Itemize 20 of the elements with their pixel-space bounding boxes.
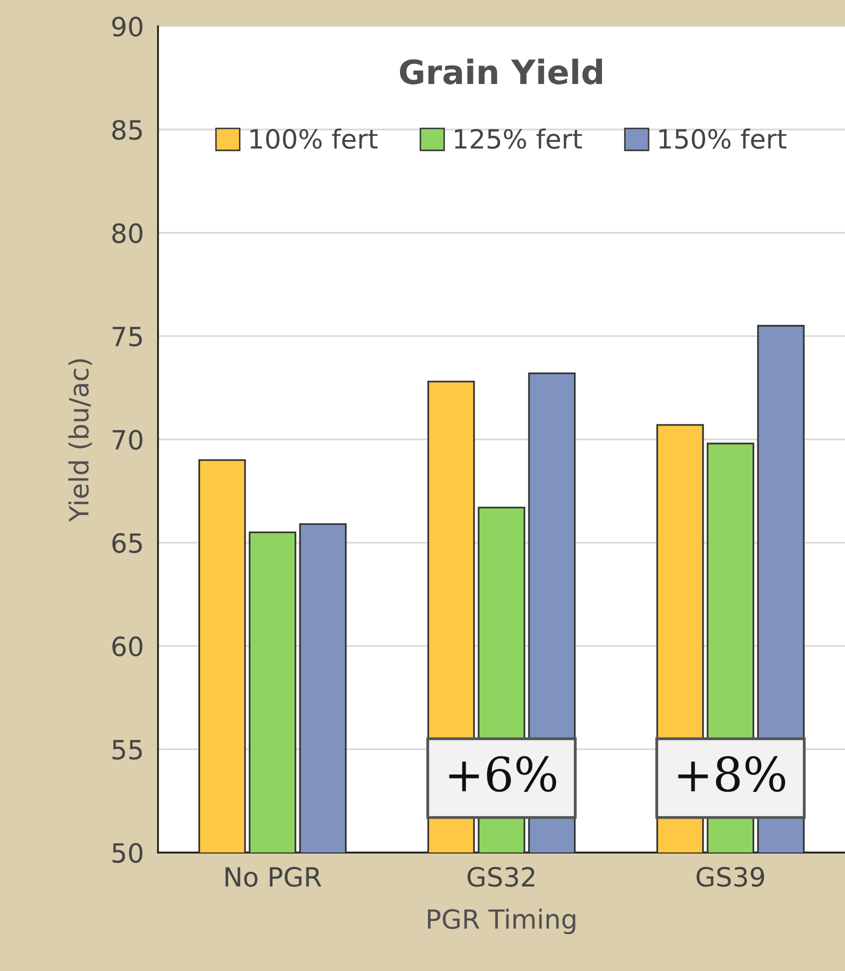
y-tick-label: 55 [112, 740, 142, 760]
legend-label: 150% fert [659, 128, 786, 149]
y-tick-label: 90 [112, 16, 142, 37]
annotation: +6% [449, 756, 556, 792]
x-tick-label: No PGR [226, 866, 322, 887]
y-tick-label: 85 [112, 120, 142, 140]
x-tick-label: GS32 [468, 866, 534, 887]
x-axis-title: PGR Timing [428, 908, 576, 934]
y-tick-label: 70 [112, 430, 142, 450]
y-axis-title: Yield (bu/ac) [68, 359, 92, 522]
text: Grain Yield [400, 58, 602, 84]
y-tick-label: 60 [112, 636, 142, 656]
y-tick-label: 80 [112, 223, 142, 244]
y-tick-label: 50 [112, 842, 142, 863]
legend-label: 100% fert [250, 128, 378, 149]
y-tick-label: 75 [112, 326, 142, 346]
y-tick-label: 65 [112, 533, 142, 554]
legend-label: 125% fert [454, 128, 582, 149]
x-tick-label: GS39 [696, 866, 764, 887]
annotation: +8% [678, 756, 786, 792]
